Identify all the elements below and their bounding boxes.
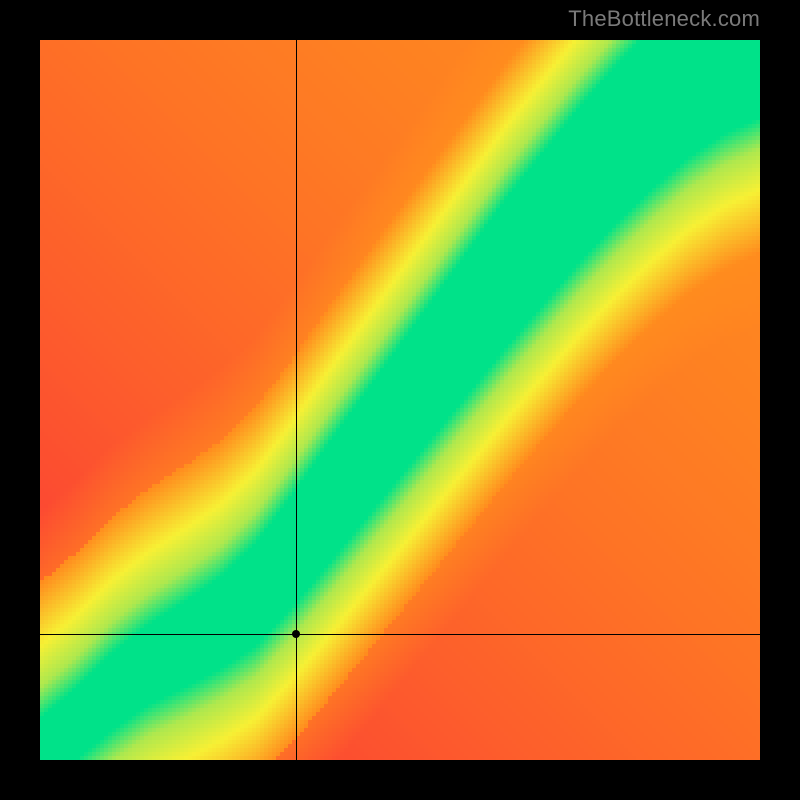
watermark-text: TheBottleneck.com (568, 6, 760, 32)
crosshair-horizontal (40, 634, 760, 635)
bottleneck-heatmap (40, 40, 760, 760)
selection-marker (292, 630, 300, 638)
heatmap-canvas (40, 40, 760, 760)
crosshair-vertical (296, 40, 297, 760)
